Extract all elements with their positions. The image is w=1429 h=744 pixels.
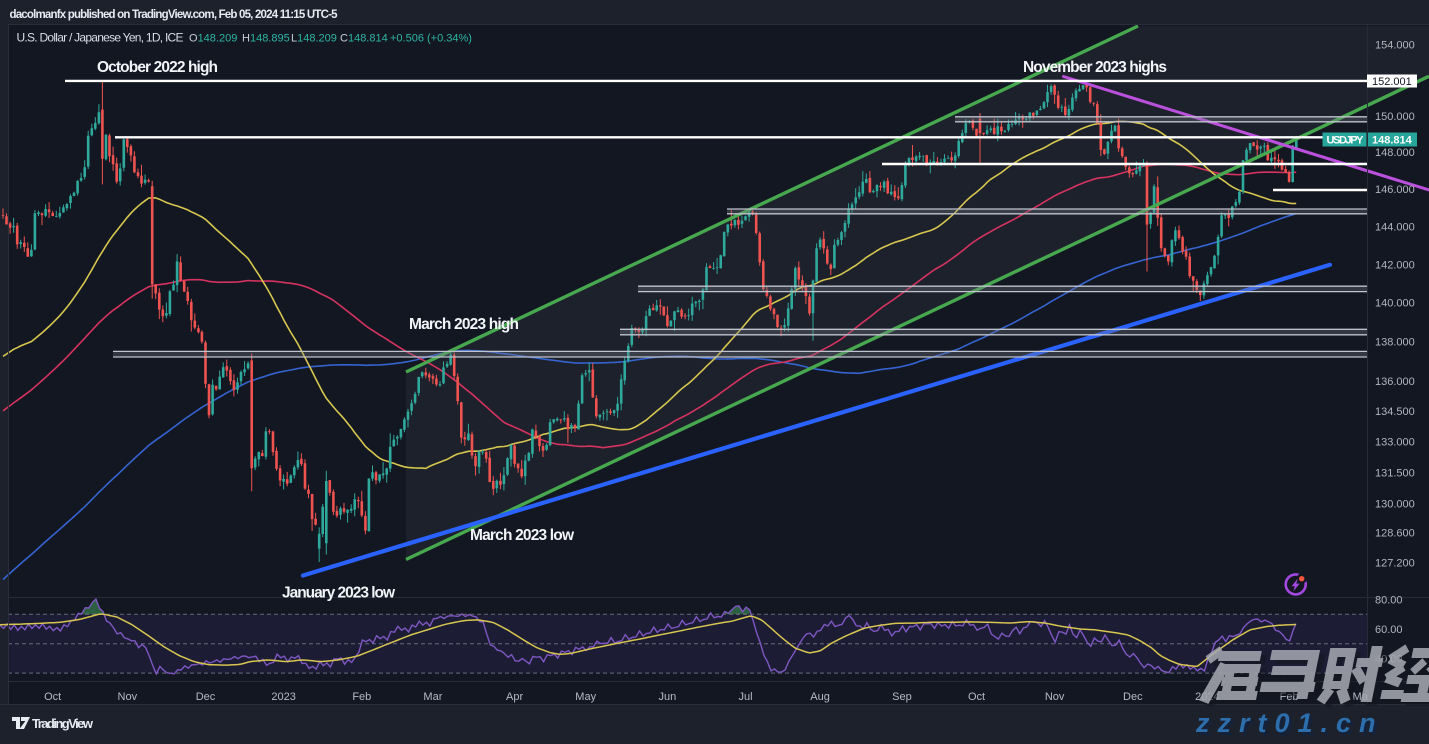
svg-text:March 2023 high: March 2023 high	[409, 316, 519, 333]
svg-text:152.001: 152.001	[1372, 76, 1412, 88]
svg-text:O148.209: O148.209	[189, 33, 237, 45]
svg-text:148.814: 148.814	[1372, 135, 1413, 147]
svg-text:128.600: 128.600	[1375, 528, 1415, 540]
svg-text:January 2023 low: January 2023 low	[282, 585, 396, 602]
svg-text:Oct: Oct	[44, 691, 61, 703]
svg-text:148.000: 148.000	[1375, 147, 1415, 159]
svg-text:C148.814: C148.814	[340, 33, 388, 45]
svg-text:146.000: 146.000	[1375, 184, 1415, 196]
svg-text:Aug: Aug	[810, 691, 830, 703]
svg-text:Jun: Jun	[659, 691, 677, 703]
svg-text:2023: 2023	[271, 691, 295, 703]
svg-text:60.00: 60.00	[1375, 624, 1403, 636]
svg-text:U.S. Dollar / Japanese Yen, 1D: U.S. Dollar / Japanese Yen, 1D, ICE	[17, 31, 184, 45]
svg-text:March 2023 low: March 2023 low	[470, 527, 575, 544]
svg-text:136.000: 136.000	[1375, 376, 1415, 388]
svg-text:Sep: Sep	[892, 691, 912, 703]
svg-text:130.000: 130.000	[1375, 498, 1415, 510]
svg-text:144.000: 144.000	[1375, 221, 1415, 233]
svg-text:140.000: 140.000	[1375, 298, 1415, 310]
svg-text:142.000: 142.000	[1375, 259, 1415, 271]
svg-text:October 2022 high: October 2022 high	[97, 59, 218, 76]
svg-text:150.000: 150.000	[1375, 111, 1415, 123]
svg-text:Dec: Dec	[1123, 691, 1143, 703]
svg-text:127.200: 127.200	[1375, 557, 1415, 569]
svg-text:134.500: 134.500	[1375, 406, 1415, 418]
svg-text:Nov: Nov	[118, 691, 138, 703]
svg-text:80.00: 80.00	[1375, 595, 1403, 607]
svg-text:+0.506 (+0.34%): +0.506 (+0.34%)	[390, 33, 472, 45]
svg-text:Jul: Jul	[738, 691, 752, 703]
svg-text:138.000: 138.000	[1375, 337, 1415, 349]
svg-text:Dec: Dec	[196, 691, 216, 703]
svg-text:November 2023 highs: November 2023 highs	[1023, 59, 1167, 76]
svg-text:Apr: Apr	[506, 691, 523, 703]
svg-text:L148.209: L148.209	[291, 33, 337, 45]
svg-text:Oct: Oct	[968, 691, 985, 703]
svg-text:Feb: Feb	[352, 691, 371, 703]
svg-text:May: May	[575, 691, 596, 703]
svg-text:133.000: 133.000	[1375, 437, 1415, 449]
svg-text:131.500: 131.500	[1375, 467, 1415, 479]
svg-text:H148.895: H148.895	[242, 33, 290, 45]
svg-text:USDJPY: USDJPY	[1327, 135, 1365, 147]
svg-text:Nov: Nov	[1045, 691, 1065, 703]
svg-text:TradingView: TradingView	[32, 716, 94, 731]
svg-text:154.000: 154.000	[1375, 40, 1415, 52]
svg-text:zzrt01.cn: zzrt01.cn	[1195, 708, 1384, 738]
svg-text:Mar: Mar	[423, 691, 442, 703]
svg-text:dacolmanfx published on Tradin: dacolmanfx published on TradingView.com,…	[10, 9, 339, 21]
